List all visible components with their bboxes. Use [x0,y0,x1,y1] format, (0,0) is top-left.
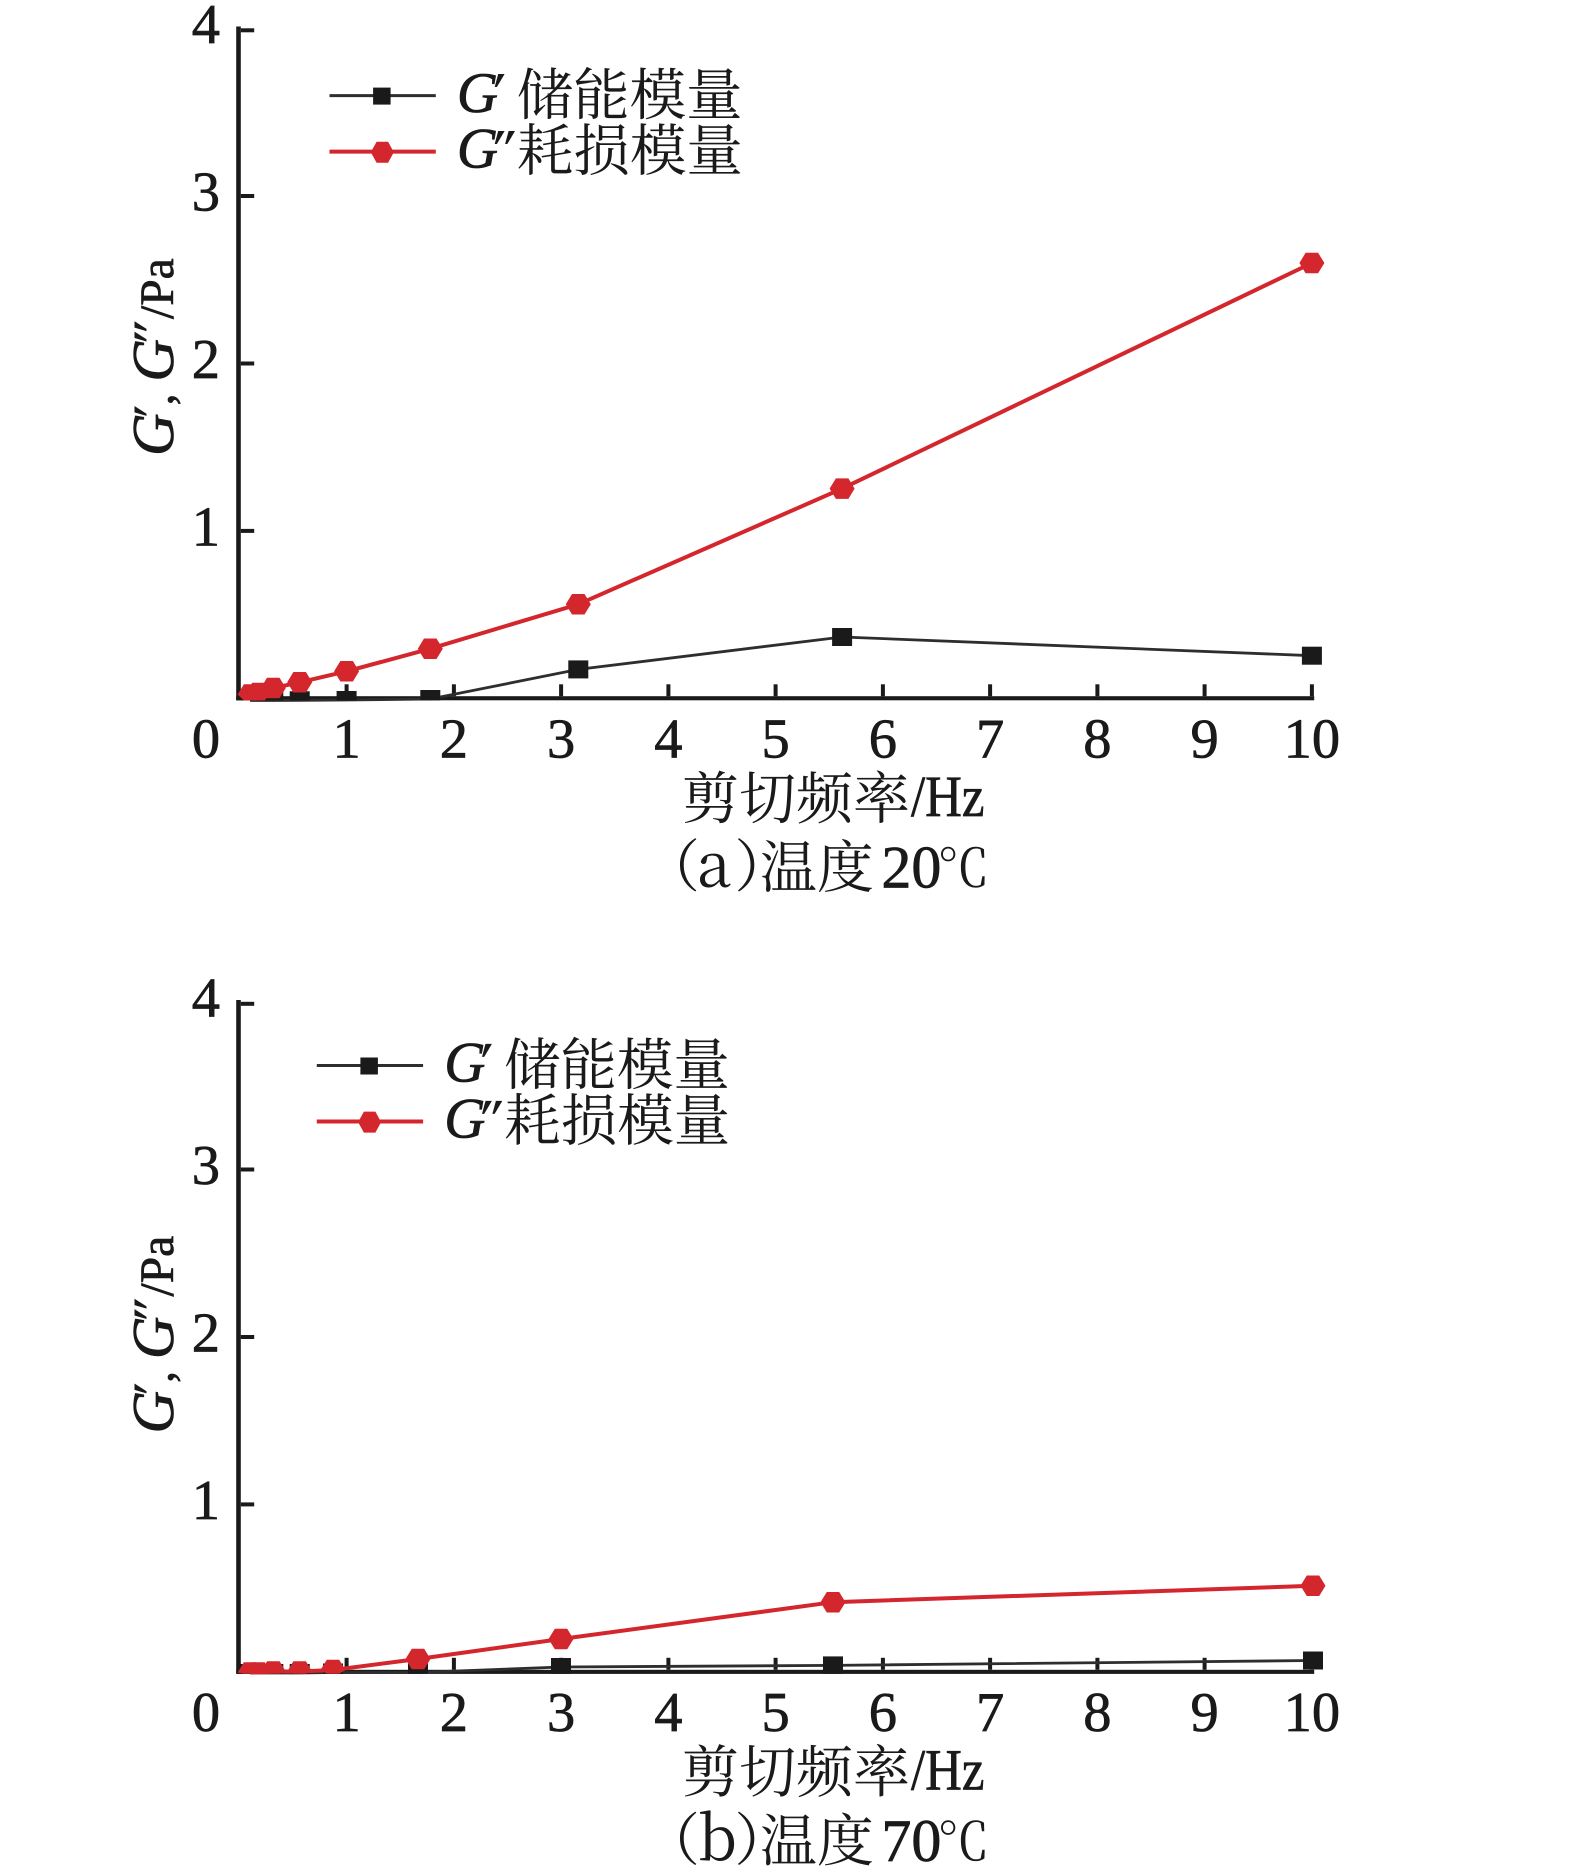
svg-text:,: , [132,1371,184,1383]
svg-text:70: 70 [881,1808,941,1874]
svg-text:9: 9 [1190,1682,1218,1744]
svg-text:6: 6 [869,1682,897,1744]
svg-text:2: 2 [440,1682,468,1744]
svg-text:9: 9 [1190,709,1218,771]
svg-text:6: 6 [869,709,897,771]
svg-text:/Pa: /Pa [132,258,184,319]
svg-text:0: 0 [192,709,220,771]
svg-text:2: 2 [192,1303,220,1365]
svg-text:G: G [120,339,186,382]
svg-text:3: 3 [192,1135,220,1197]
svg-text:5: 5 [761,709,789,771]
svg-text:2: 2 [440,709,468,771]
svg-text:G: G [457,62,498,125]
svg-text:,: , [132,394,184,406]
svg-text:/Hz: /Hz [911,1738,985,1803]
svg-text:G: G [444,1087,485,1150]
svg-text:20: 20 [881,835,941,901]
svg-text:/Pa: /Pa [132,1236,184,1297]
svg-text:3: 3 [547,709,575,771]
svg-text:4: 4 [192,968,220,1030]
svg-text:7: 7 [976,709,1004,771]
svg-text:10: 10 [1284,709,1341,771]
svg-text:G: G [120,1316,186,1359]
svg-text:10: 10 [1284,1682,1341,1744]
svg-text:0: 0 [192,1682,220,1744]
svg-text:1: 1 [332,709,360,771]
svg-text:5: 5 [761,1682,789,1744]
svg-text:4: 4 [654,709,682,771]
svg-text:2: 2 [192,329,220,391]
svg-text:4: 4 [192,0,220,56]
svg-text:3: 3 [192,162,220,224]
svg-text:4: 4 [654,1682,682,1744]
svg-text:/Hz: /Hz [911,764,985,829]
svg-text:G: G [120,413,186,456]
svg-text:3: 3 [547,1682,575,1744]
svg-text:G: G [457,118,498,181]
svg-text:1: 1 [332,1682,360,1744]
svg-text:G: G [444,1032,485,1095]
svg-text:8: 8 [1083,1682,1111,1744]
svg-text:8: 8 [1083,709,1111,771]
svg-text:7: 7 [976,1682,1004,1744]
svg-text:G: G [120,1391,186,1434]
svg-text:1: 1 [192,1470,220,1532]
svg-text:1: 1 [192,497,220,559]
